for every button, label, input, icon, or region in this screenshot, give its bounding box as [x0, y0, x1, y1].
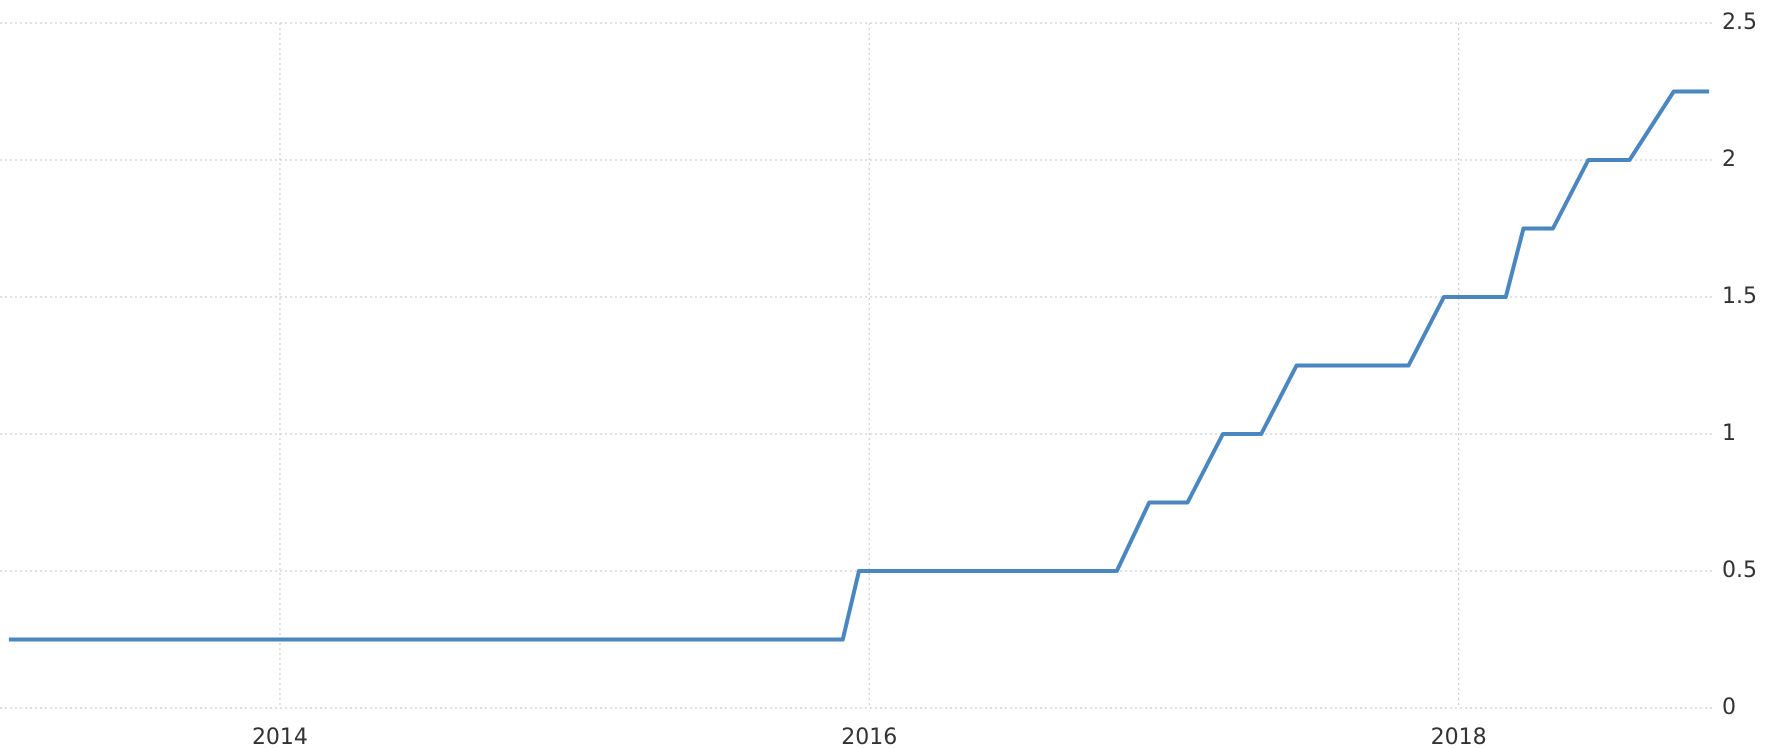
- y-tick-label: 2.5: [1722, 10, 1757, 35]
- y-tick-label: 0: [1722, 695, 1736, 720]
- line-series: [8, 89, 1710, 642]
- y-tick-label: 1: [1722, 421, 1736, 446]
- y-tick-label: 0.5: [1722, 558, 1757, 583]
- x-tick-label: 2016: [841, 725, 897, 748]
- x-tick-label: 2014: [252, 725, 308, 748]
- y-tick-label: 2: [1722, 147, 1736, 172]
- y-tick-label: 1.5: [1722, 284, 1757, 309]
- x-tick-label: 2018: [1431, 725, 1487, 748]
